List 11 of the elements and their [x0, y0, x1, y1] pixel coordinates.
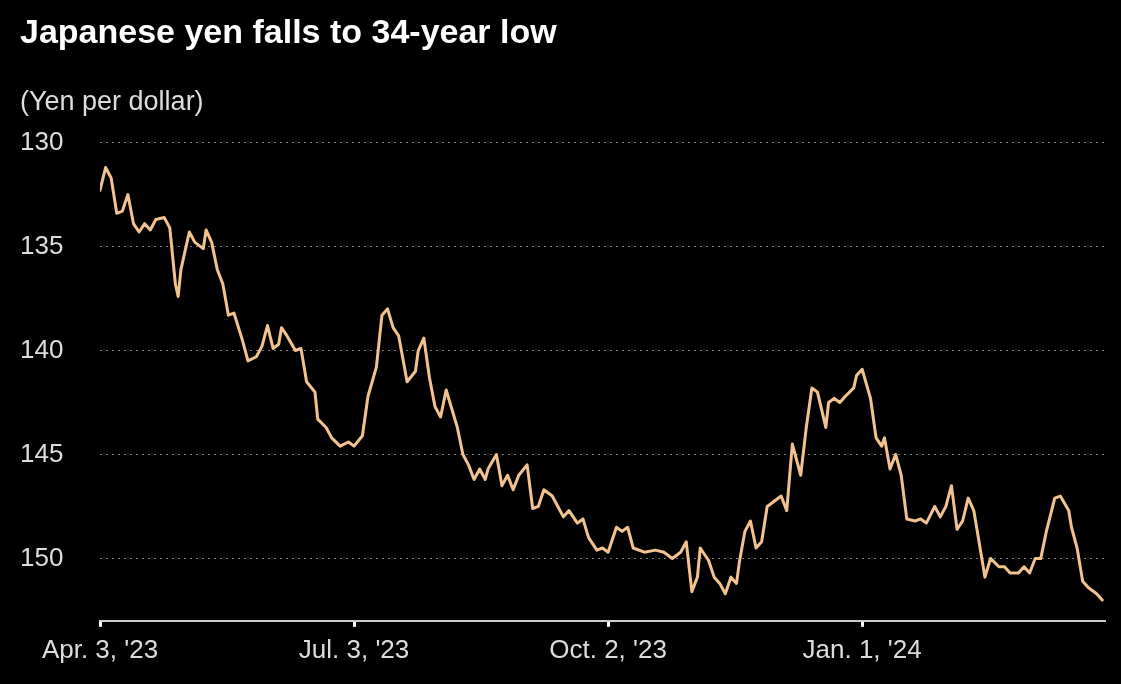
y-tick-label: 135: [20, 229, 64, 260]
chart-title: Japanese yen falls to 34-year low: [20, 12, 557, 51]
y-tick-label: 150: [20, 541, 64, 572]
x-tick-label: Oct. 2, '23: [549, 633, 667, 664]
x-tick-label: Jan. 1, '24: [802, 633, 922, 664]
x-tick-label: Jul. 3, '23: [298, 633, 410, 664]
y-tick-label: 140: [20, 333, 64, 364]
y-axis-title: (Yen per dollar): [20, 86, 204, 117]
x-tick-label: Apr. 3, '23: [41, 633, 159, 664]
y-tick-label: 145: [20, 437, 64, 468]
y-tick-label: 130: [20, 125, 64, 156]
